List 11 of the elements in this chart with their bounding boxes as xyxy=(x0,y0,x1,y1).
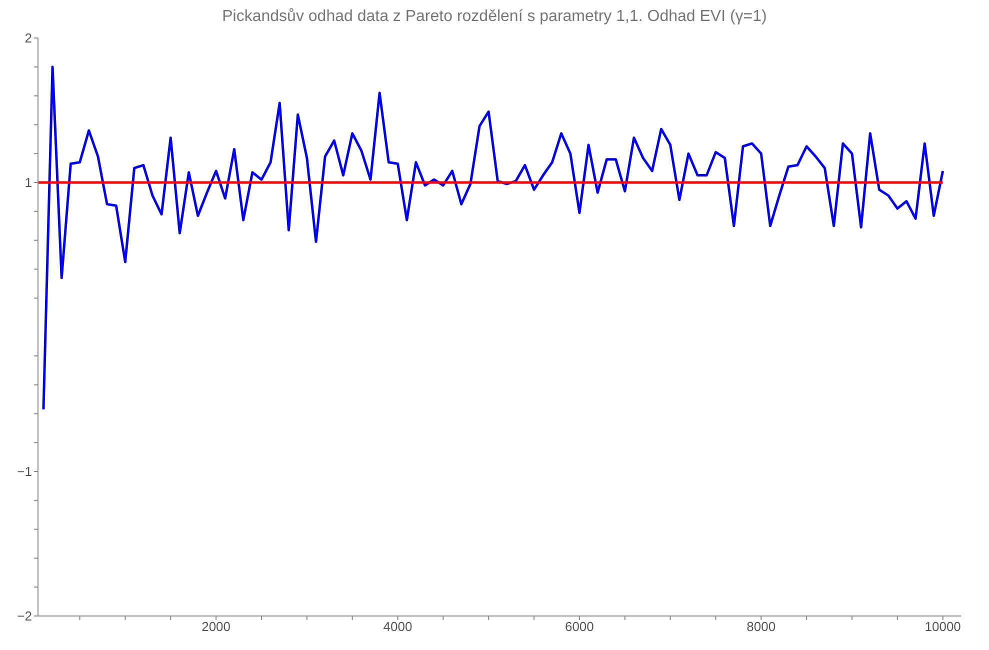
x-tick-label: 8000 xyxy=(746,619,776,634)
chart-title: Pickandsův odhad data z Pareto rozdělení s parametry 1,1. Odhad EVI (γ=1) xyxy=(221,8,768,27)
x-tick-label: 10000 xyxy=(924,619,961,634)
y-tick-label: −1 xyxy=(17,464,32,480)
y-tick-label: −2 xyxy=(17,608,32,624)
x-tick-label: 2000 xyxy=(202,619,231,634)
x-tick-label: 6000 xyxy=(564,619,594,634)
x-tick-label: 4000 xyxy=(383,619,412,634)
y-tick-label: 1 xyxy=(24,175,32,190)
y-tick-label: 2 xyxy=(24,30,32,46)
line-series xyxy=(42,66,944,411)
